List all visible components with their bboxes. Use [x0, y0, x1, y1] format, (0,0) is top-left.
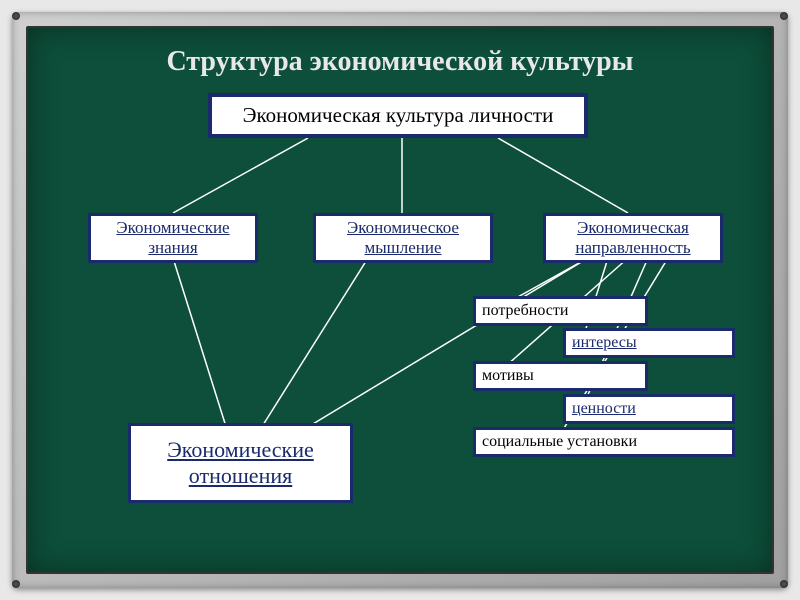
corner-screw — [12, 580, 20, 588]
interests-label: интересы — [572, 333, 637, 352]
thinking-label: Экономическое мышление — [322, 218, 484, 259]
attitudes-label: социальные установки — [482, 432, 637, 451]
values-label: ценности — [572, 399, 636, 418]
motives-label: мотивы — [482, 366, 534, 385]
motives-box: мотивы — [473, 361, 648, 391]
needs-box: потребности — [473, 296, 648, 326]
values-box: ценности — [563, 394, 735, 424]
interests-box: интересы — [563, 328, 735, 358]
corner-screw — [780, 580, 788, 588]
needs-label: потребности — [482, 301, 568, 320]
orientation-box: Экономическая направленность — [543, 213, 723, 263]
relations-label: Экономические отношения — [137, 437, 344, 490]
orientation-label: Экономическая направленность — [552, 218, 714, 259]
attitudes-box: социальные установки — [473, 427, 735, 457]
page-title: Структура экономической культуры — [28, 46, 772, 78]
root-box: Экономическая культура личности — [208, 93, 588, 138]
knowledge-box: Экономические знания — [88, 213, 258, 263]
chalkboard: Структура экономической культуры Экономи… — [26, 26, 774, 574]
relations-box: Экономические отношения — [128, 423, 353, 503]
frame: Структура экономической культуры Экономи… — [12, 12, 788, 588]
corner-screw — [780, 12, 788, 20]
root-label: Экономическая культура личности — [243, 103, 554, 128]
thinking-box: Экономическое мышление — [313, 213, 493, 263]
knowledge-label: Экономические знания — [97, 218, 249, 259]
corner-screw — [12, 12, 20, 20]
